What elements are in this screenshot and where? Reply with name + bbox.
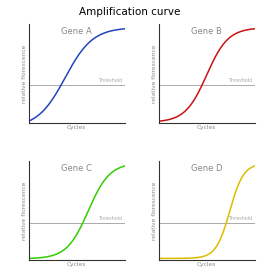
X-axis label: Cycles: Cycles xyxy=(67,262,86,267)
Text: Gene D: Gene D xyxy=(191,164,222,173)
X-axis label: Cycles: Cycles xyxy=(197,262,216,267)
Text: Threshold: Threshold xyxy=(228,78,252,83)
Text: Gene B: Gene B xyxy=(191,27,222,36)
Y-axis label: relative florescence: relative florescence xyxy=(152,181,157,240)
Y-axis label: relative florescence: relative florescence xyxy=(152,44,157,103)
Text: Threshold: Threshold xyxy=(98,78,122,83)
Text: Gene C: Gene C xyxy=(61,164,92,173)
X-axis label: Cycles: Cycles xyxy=(67,125,86,130)
Text: Amplification curve: Amplification curve xyxy=(79,7,181,17)
Text: Threshold: Threshold xyxy=(98,216,122,221)
Y-axis label: relative florescence: relative florescence xyxy=(22,44,27,103)
X-axis label: Cycles: Cycles xyxy=(197,125,216,130)
Text: Gene A: Gene A xyxy=(61,27,92,36)
Text: Threshold: Threshold xyxy=(228,216,252,221)
Y-axis label: relative florescence: relative florescence xyxy=(22,181,27,240)
